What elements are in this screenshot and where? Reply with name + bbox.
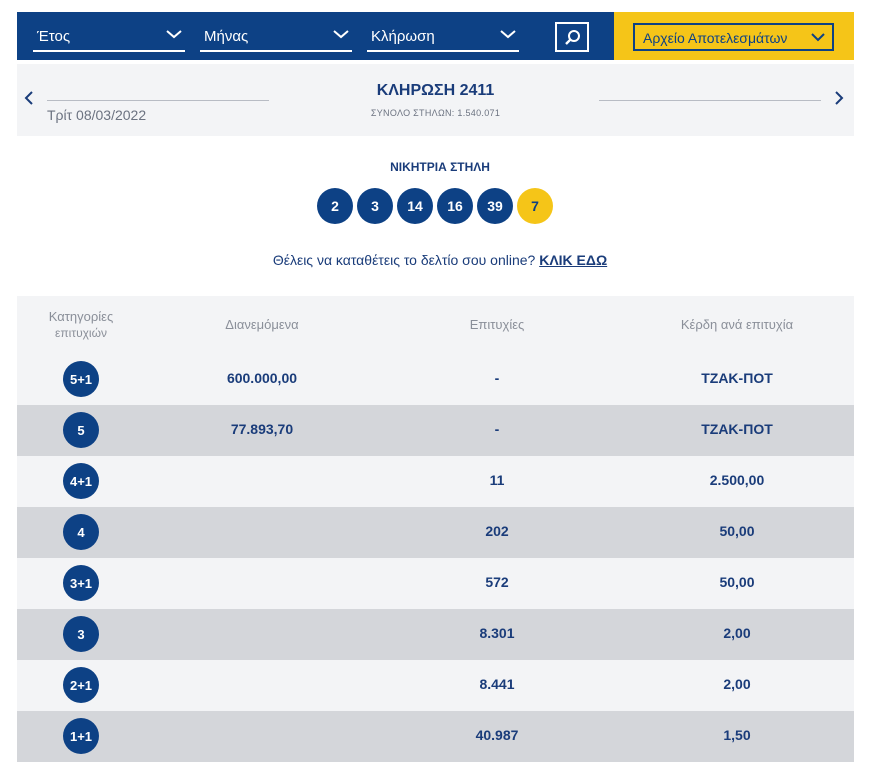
chevron-down-icon (811, 33, 825, 42)
table-row: 5+1 600.000,00 - ΤΖΑΚ-ΠΟΤ (17, 354, 854, 405)
archive-select[interactable]: Αρχείο Αποτελεσμάτων (633, 23, 834, 51)
winning-number-ball: 39 (477, 188, 513, 224)
header-categories: Κατηγορίες επιτυχιών (17, 308, 145, 342)
header-distributed: Διανεμόμενα (225, 317, 299, 332)
draw-title: ΚΛΗΡΩΣΗ 2411 (376, 82, 495, 99)
month-select[interactable]: Μήνας (200, 24, 352, 52)
archive-panel: Αρχείο Αποτελεσμάτων (614, 12, 854, 60)
table-row: 3 8.301 2,00 (17, 609, 854, 660)
category-badge: 3+1 (63, 565, 99, 601)
cell-winners: 572 (485, 574, 509, 590)
cell-distributed: 600.000,00 (226, 370, 298, 386)
promo-link[interactable]: ΚΛΙΚ ΕΔΩ (539, 252, 608, 268)
table-row: 5 77.893,70 - ΤΖΑΚ-ΠΟΤ (17, 405, 854, 456)
archive-select-label: Αρχείο Αποτελεσμάτων (643, 30, 788, 46)
category-badge: 2+1 (63, 667, 99, 703)
table-row: 2+1 8.441 2,00 (17, 660, 854, 711)
cell-prize: ΤΖΑΚ-ΠΟΤ (701, 421, 773, 437)
cell-winners: - (494, 370, 500, 386)
cell-winners: 202 (485, 523, 509, 539)
promo-message: Θέλεις να καταθέτεις το δελτίο σου onlin… (272, 252, 536, 268)
cell-prize: 2.500,00 (709, 472, 765, 488)
chevron-left-icon[interactable] (21, 89, 37, 107)
category-badge: 5 (63, 412, 99, 448)
category-badge: 4+1 (63, 463, 99, 499)
draw-total-columns: ΣΥΝΟΛΟ ΣΤΗΛΩΝ: 1.540.071 (370, 108, 501, 118)
table-row: 4+1 11 2.500,00 (17, 456, 854, 507)
search-button[interactable] (555, 22, 589, 52)
year-select-label: Έτος (37, 28, 71, 45)
category-badge: 5+1 (63, 361, 99, 397)
chevron-down-icon (333, 30, 349, 39)
chevron-down-icon (500, 30, 516, 39)
cell-prize: 2,00 (723, 676, 751, 692)
cell-winners: - (494, 421, 500, 437)
category-badge: 3 (63, 616, 99, 652)
filter-bar: Έτος Μήνας Κλήρωση Αρχείο Αποτελ (17, 12, 854, 60)
draw-select[interactable]: Κλήρωση (367, 24, 519, 52)
results-table-header: Κατηγορίες επιτυχιών Διανεμόμενα Επιτυχί… (17, 296, 854, 354)
cell-prize: 2,00 (723, 625, 751, 641)
header-categories-line1: Κατηγορίες (48, 309, 114, 324)
promo-text: Θέλεις να καταθέτεις το δελτίο σου onlin… (0, 252, 880, 268)
cell-winners: 11 (489, 472, 505, 488)
cell-prize: 50,00 (719, 523, 755, 539)
joker-number-ball: 7 (517, 188, 553, 224)
category-badge: 1+1 (63, 718, 99, 754)
cell-distributed: 77.893,70 (230, 421, 294, 437)
winning-number-ball: 16 (437, 188, 473, 224)
cell-prize: 1,50 (723, 727, 751, 743)
month-select-label: Μήνας (204, 28, 249, 45)
draw-select-label: Κλήρωση (371, 28, 435, 45)
table-row: 3+1 572 50,00 (17, 558, 854, 609)
year-select[interactable]: Έτος (33, 24, 185, 52)
cell-prize: ΤΖΑΚ-ΠΟΤ (701, 370, 773, 386)
chevron-right-icon[interactable] (831, 89, 847, 107)
draw-date: Τρίτ 08/03/2022 (47, 107, 147, 123)
table-row: 1+1 40.987 1,50 (17, 711, 854, 762)
chevron-down-icon (166, 30, 182, 39)
search-icon (565, 30, 580, 45)
category-badge: 4 (63, 514, 99, 550)
header-winners: Επιτυχίες (469, 317, 525, 332)
cell-prize: 50,00 (719, 574, 755, 590)
winning-number-ball: 3 (357, 188, 393, 224)
draw-header: ΚΛΗΡΩΣΗ 2411 ΣΥΝΟΛΟ ΣΤΗΛΩΝ: 1.540.071 Τρ… (17, 64, 854, 136)
table-row: 4 202 50,00 (17, 507, 854, 558)
header-prize: Κέρδη ανά επιτυχία (680, 317, 794, 332)
header-categories-line2: επιτυχιών (55, 326, 107, 340)
cell-winners: 8.441 (479, 676, 515, 692)
winning-number-ball: 14 (397, 188, 433, 224)
divider-right (599, 100, 821, 101)
cell-winners: 8.301 (479, 625, 515, 641)
divider-left (47, 100, 269, 101)
cell-winners: 40.987 (475, 727, 519, 743)
winning-column-label: ΝΙΚΗΤΡΙΑ ΣΤΗΛΗ (390, 160, 490, 174)
winning-number-ball: 2 (317, 188, 353, 224)
